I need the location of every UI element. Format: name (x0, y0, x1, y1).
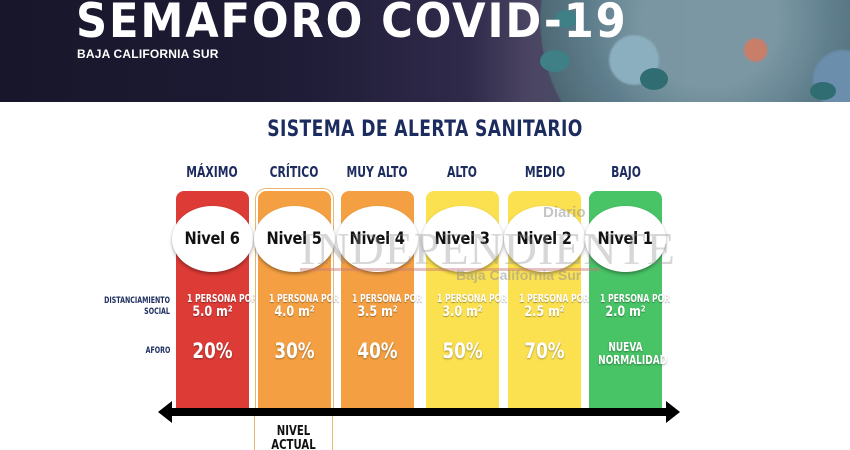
level-column-6: Nivel 6 1 PERSONA POR 5.0 m² 20% (172, 191, 258, 411)
arrow-left-icon (158, 401, 172, 423)
capacity-value: 40% (357, 339, 398, 363)
level-column-2: Nivel 2 1 PERSONA POR 2.5 m² 70% (504, 191, 590, 411)
current-level-indicator: NIVEL ACTUAL (254, 416, 333, 450)
virus-spike (640, 68, 668, 90)
distancing-value: 1 PERSONA POR 4.0 m² (268, 292, 340, 320)
watermark-line (300, 268, 600, 271)
level-badge: Nivel 6 (172, 206, 253, 272)
row-label-distancing: DISTANCIAMIENTO SOCIAL (104, 296, 170, 317)
capacity-value: 70% (524, 339, 565, 363)
level-column-3: Nivel 3 1 PERSONA POR 3.0 m² 50% (422, 191, 508, 411)
watermark-diario: Diario (543, 204, 586, 221)
watermark-logo: INDEPENDIENTE (300, 223, 676, 274)
level-column-1: Nivel 1 1 PERSONA POR 2.0 m² NUEVA NORMA… (585, 191, 671, 411)
capacity-value: 20% (192, 339, 233, 363)
arrow-right-icon (666, 401, 680, 423)
scale-axis (170, 408, 667, 416)
level-badge: Nivel 4 (337, 206, 418, 272)
level-column-5: Nivel 5 1 PERSONA POR 4.0 m² 30% (254, 189, 340, 413)
page-subtitle: BAJA CALIFORNIA SUR (77, 47, 219, 61)
watermark-subtitle: Baja California Sur (456, 267, 582, 283)
level-label-medio: MEDIO (524, 163, 566, 181)
capacity-value: NUEVA NORMALIDAD (598, 340, 668, 367)
distancing-value: 1 PERSONA POR 3.5 m² (351, 292, 423, 320)
level-label-alto: ALTO (446, 163, 477, 181)
level-badge: Nivel 2 (504, 206, 585, 272)
level-label-bajo: BAJO (611, 163, 641, 181)
row-label-capacity: AFORO (145, 346, 170, 356)
distancing-value: 1 PERSONA POR 2.5 m² (518, 292, 590, 320)
header-banner: SEMÁFORO COVID-19 BAJA CALIFORNIA SUR (0, 0, 850, 102)
virus-spike (540, 50, 570, 72)
level-badge: Nivel 5 (254, 206, 335, 272)
distancing-value: 1 PERSONA POR 5.0 m² (186, 292, 258, 320)
level-badge: Nivel 3 (422, 206, 503, 272)
level-column-4: Nivel 4 1 PERSONA POR 3.5 m² 40% (337, 191, 423, 411)
capacity-value: 30% (274, 339, 315, 363)
capacity-value: 50% (442, 339, 483, 363)
level-label-critico: CRÍTICO (269, 163, 319, 181)
virus-spike (555, 10, 577, 28)
distancing-value: 1 PERSONA POR 2.0 m² (599, 292, 671, 320)
level-label-muy-alto: MUY ALTO (346, 163, 408, 181)
virus-spike (810, 82, 836, 100)
level-badge: Nivel 1 (585, 206, 666, 272)
system-title: SISTEMA DE ALERTA SANITARIO (267, 117, 583, 142)
page-title: SEMÁFORO COVID-19 (76, 0, 628, 49)
level-label-maximo: MÁXIMO (186, 163, 238, 181)
distancing-value: 1 PERSONA POR 3.0 m² (436, 292, 508, 320)
